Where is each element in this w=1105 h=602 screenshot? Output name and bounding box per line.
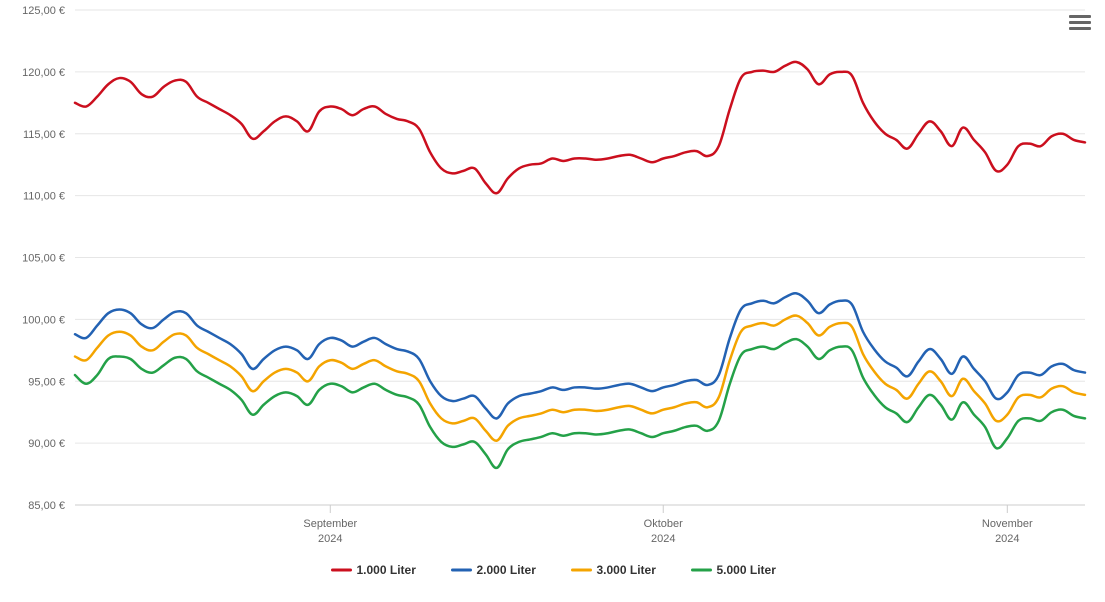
- y-axis-tick-label: 100,00 €: [22, 314, 65, 326]
- series-line[interactable]: [75, 293, 1085, 418]
- legend-label[interactable]: 5.000 Liter: [717, 563, 777, 577]
- x-axis-tick-label-month: Oktober: [644, 518, 683, 530]
- series-line[interactable]: [75, 339, 1085, 468]
- price-chart: 85,00 € 90,00 € 95,00 € 100,00 € 105,00 € 110…: [0, 0, 1105, 602]
- y-axis-tick-label: 105,00 €: [22, 253, 65, 265]
- y-axis-tick-label: 95,00 €: [28, 376, 65, 388]
- x-axis-tick-label-year: 2024: [318, 533, 342, 545]
- x-axis-tick-label-month: November: [982, 518, 1033, 530]
- x-axis-tick-label-year: 2024: [995, 533, 1019, 545]
- x-axis-tick-label-month: September: [303, 518, 357, 530]
- y-axis-tick-label: 120,00 €: [22, 67, 65, 79]
- chart-svg: 85,00 € 90,00 € 95,00 € 100,00 € 105,00 € 110…: [0, 0, 1105, 602]
- y-axis-tick-label: 125,00 €: [22, 5, 65, 17]
- legend-label[interactable]: 3.000 Liter: [597, 563, 657, 577]
- series-line[interactable]: [75, 62, 1085, 193]
- y-axis-tick-label: 90,00 €: [28, 438, 65, 450]
- y-axis-tick-label: 110,00 €: [23, 191, 65, 203]
- x-axis-tick-label-year: 2024: [651, 533, 675, 545]
- chart-menu-button[interactable]: [1069, 12, 1091, 32]
- y-axis-tick-label: 115,00 €: [23, 129, 65, 141]
- y-axis-tick-label: 85,00 €: [28, 500, 65, 512]
- legend-label[interactable]: 1.000 Liter: [357, 563, 417, 577]
- legend-label[interactable]: 2.000 Liter: [477, 563, 537, 577]
- series-line[interactable]: [75, 316, 1085, 441]
